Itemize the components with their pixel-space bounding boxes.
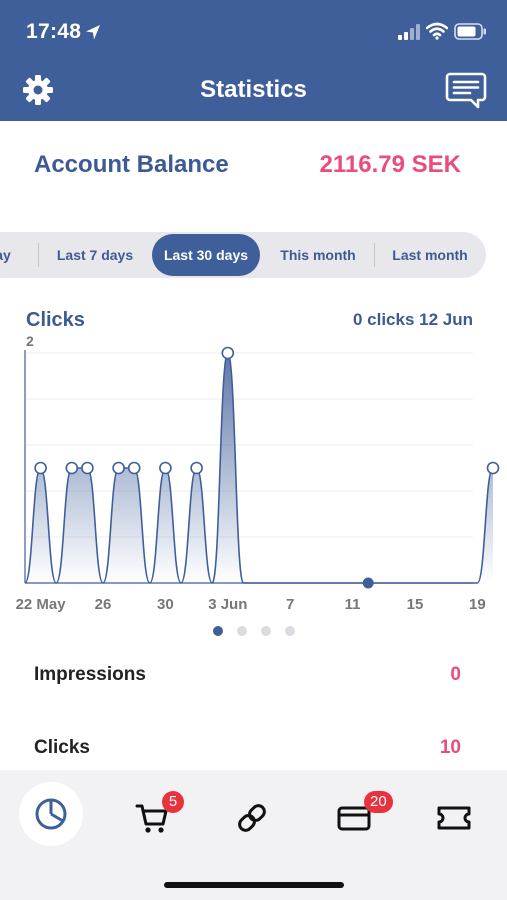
- stat-row-impressions: Impressions 0: [0, 664, 507, 724]
- data-point: [486, 461, 500, 475]
- status-time: 17:48: [26, 20, 82, 43]
- area-fill: [25, 353, 493, 583]
- stat-label: Clicks: [34, 737, 90, 758]
- x-tick-label: 11: [345, 596, 361, 613]
- period-divider: [38, 243, 39, 267]
- tab-tickets[interactable]: [426, 782, 486, 852]
- stat-value: 10: [439, 737, 461, 758]
- card-icon: [337, 806, 371, 831]
- x-tick-label: 19: [469, 596, 486, 613]
- x-tick-label: 22 May: [16, 596, 67, 613]
- data-point: [34, 461, 47, 475]
- pie-chart-icon: [35, 798, 67, 830]
- page-dot[interactable]: [237, 626, 247, 636]
- stat-label: Impressions: [34, 664, 146, 685]
- period-tab-last-month[interactable]: Last month: [392, 247, 468, 263]
- x-tick-label: 30: [157, 596, 174, 613]
- data-point: [190, 461, 203, 475]
- chart-title: Clicks: [26, 309, 85, 331]
- status-bar: 17:48: [0, 0, 507, 62]
- balance-value: 2116.79 SEK: [319, 151, 461, 178]
- period-divider: [374, 243, 375, 267]
- data-point: [221, 346, 235, 360]
- clicks-chart[interactable]: 2 22 May 26 30 3 Jun 7 11 15 19: [0, 330, 507, 620]
- app-header: 17:48: [0, 0, 507, 121]
- payments-badge: 20: [364, 791, 393, 813]
- link-icon: [238, 804, 266, 832]
- y-max-label: 2: [26, 333, 34, 349]
- x-tick-label: 7: [286, 596, 294, 613]
- cellular-signal-icon: [398, 24, 420, 40]
- tab-statistics[interactable]: [19, 782, 83, 846]
- page-indicator: [213, 626, 303, 636]
- data-point: [65, 461, 79, 475]
- period-tab-last-30-days[interactable]: Last 30 days: [152, 234, 260, 276]
- data-point: [127, 461, 141, 475]
- page-title: Statistics: [200, 76, 307, 103]
- page-dot[interactable]: [285, 626, 295, 636]
- balance-label: Account Balance: [34, 151, 229, 178]
- period-selector: ay Last 7 days Last 30 days This month L…: [0, 232, 486, 278]
- gear-icon[interactable]: [18, 70, 58, 110]
- cart-badge: 5: [162, 791, 184, 813]
- navigation-bar: Statistics: [0, 62, 507, 121]
- selected-point: [362, 577, 374, 589]
- bottom-tab-bar: 5 20: [0, 770, 507, 900]
- data-point: [112, 461, 125, 475]
- chart-selection-info: 0 clicks 12 Jun: [352, 310, 473, 329]
- x-tick-label: 26: [95, 596, 112, 613]
- period-tab-yesterday[interactable]: ay: [0, 247, 11, 263]
- stat-value: 0: [450, 664, 461, 685]
- data-point: [159, 461, 172, 475]
- period-tab-this-month[interactable]: This month: [280, 247, 356, 263]
- x-tick-label: 3 Jun: [208, 596, 247, 613]
- stat-row-clicks: Clicks 10: [0, 737, 507, 797]
- tab-cart[interactable]: 5: [124, 782, 184, 852]
- tab-links[interactable]: [224, 782, 284, 852]
- data-point: [81, 461, 94, 475]
- home-indicator: [164, 882, 344, 888]
- account-balance-section: Account Balance 2116.79 SEK: [0, 121, 507, 217]
- chat-message-icon[interactable]: [444, 68, 488, 112]
- page-dot[interactable]: [213, 626, 223, 636]
- period-tab-last-7-days[interactable]: Last 7 days: [56, 247, 134, 263]
- tab-payments[interactable]: 20: [326, 782, 393, 852]
- x-tick-label: 15: [407, 596, 424, 613]
- wifi-icon: [426, 22, 448, 40]
- ticket-icon: [437, 806, 471, 830]
- cart-icon: [135, 804, 168, 833]
- battery-icon: [454, 23, 486, 40]
- page-dot[interactable]: [261, 626, 271, 636]
- location-arrow-icon: [86, 25, 100, 40]
